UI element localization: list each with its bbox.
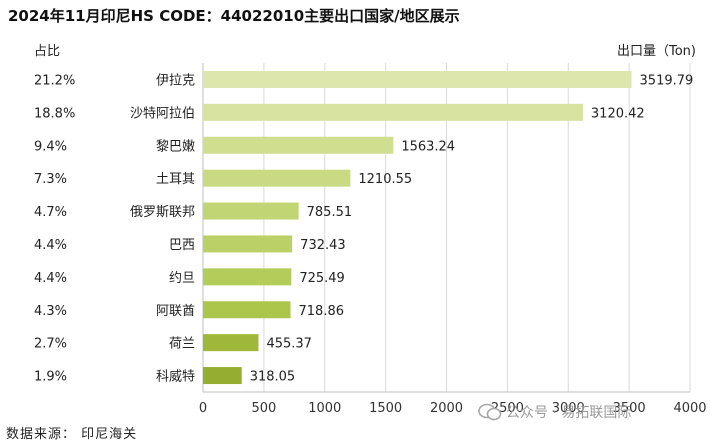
x-tick-label: 1500 — [369, 401, 402, 416]
bar — [203, 235, 293, 253]
x-tick-label: 2000 — [430, 401, 463, 416]
share-label: 2.7% — [34, 337, 67, 352]
share-label: 4.3% — [34, 304, 67, 319]
category-label: 科威特 — [156, 370, 195, 385]
chart-title: 2024年11月印尼HS CODE：44022010主要出口国家/地区展示 — [8, 7, 460, 25]
bar — [203, 136, 394, 154]
bar — [203, 268, 292, 286]
bar — [203, 202, 299, 220]
data-label: 455.37 — [266, 337, 312, 352]
bar — [203, 169, 351, 187]
share-label: 7.3% — [34, 172, 67, 187]
bar — [203, 70, 632, 88]
category-label: 阿联酋 — [156, 303, 195, 319]
x-tick-label: 3000 — [552, 401, 585, 416]
category-label: 土耳其 — [156, 172, 195, 187]
bar — [203, 334, 259, 352]
share-label: 1.9% — [34, 370, 67, 385]
data-label: 725.49 — [299, 271, 345, 286]
data-label: 785.51 — [307, 205, 353, 220]
x-tick-label: 4000 — [673, 401, 706, 416]
bar — [203, 301, 291, 319]
data-label: 1210.55 — [358, 172, 412, 187]
category-label: 约旦 — [169, 271, 195, 286]
watermark: 公众号 · 易拓联国际 — [478, 402, 631, 422]
share-label: 4.4% — [34, 271, 67, 286]
data-source: 数据来源： 印尼海关 — [6, 427, 138, 442]
x-tick-label: 500 — [251, 401, 276, 416]
share-label: 18.8% — [34, 106, 75, 121]
share-label: 4.7% — [34, 205, 67, 220]
share-label: 4.4% — [34, 238, 67, 253]
category-label: 黎巴嫩 — [156, 139, 195, 154]
x-tick-label: 0 — [199, 401, 207, 416]
watermark-text: 公众号 · 易拓联国际 — [506, 405, 632, 421]
share-label: 9.4% — [34, 139, 67, 154]
data-label: 718.86 — [299, 304, 345, 319]
category-label: 巴西 — [169, 238, 195, 253]
bar — [203, 367, 242, 385]
data-label: 3519.79 — [640, 73, 694, 88]
data-label: 732.43 — [300, 238, 346, 253]
category-label: 荷兰 — [169, 337, 195, 352]
data-label: 3120.42 — [591, 106, 645, 121]
bar — [203, 103, 583, 121]
share-column-header: 占比 — [34, 44, 61, 59]
data-label: 1563.24 — [401, 139, 455, 154]
unit-label: 出口量（Ton) — [617, 44, 696, 59]
category-label: 俄罗斯联邦 — [130, 205, 195, 220]
x-tick-label: 3500 — [613, 401, 646, 416]
data-label: 318.05 — [250, 370, 296, 385]
wechat-icon — [478, 403, 502, 421]
share-label: 21.2% — [34, 73, 75, 88]
category-label: 沙特阿拉伯 — [130, 106, 195, 121]
x-tick-label: 1000 — [308, 401, 341, 416]
category-label: 伊拉克 — [156, 73, 195, 88]
